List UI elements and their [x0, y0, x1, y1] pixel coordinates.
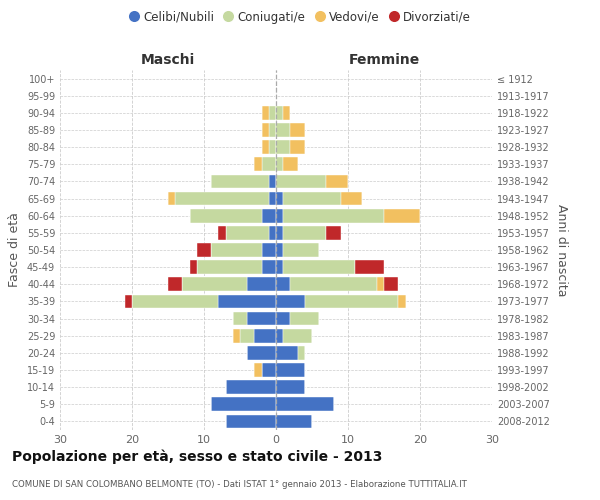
Bar [218, 226, 226, 239]
Bar [283, 106, 290, 120]
Bar [283, 192, 341, 205]
Bar [247, 346, 276, 360]
Bar [276, 243, 283, 257]
Bar [269, 106, 276, 120]
Bar [132, 294, 218, 308]
Bar [262, 363, 276, 377]
Bar [125, 294, 132, 308]
Bar [276, 294, 305, 308]
Legend: Celibi/Nubili, Coniugati/e, Vedovi/e, Divorziati/e: Celibi/Nubili, Coniugati/e, Vedovi/e, Di… [124, 6, 476, 28]
Bar [384, 278, 398, 291]
Bar [190, 209, 262, 222]
Bar [168, 192, 175, 205]
Bar [233, 312, 247, 326]
Bar [168, 278, 182, 291]
Bar [384, 209, 420, 222]
Bar [276, 226, 283, 239]
Bar [233, 329, 240, 342]
Bar [276, 363, 305, 377]
Bar [283, 226, 326, 239]
Bar [305, 294, 398, 308]
Bar [226, 414, 276, 428]
Bar [276, 380, 305, 394]
Bar [290, 278, 377, 291]
Y-axis label: Anni di nascita: Anni di nascita [555, 204, 568, 296]
Text: Femmine: Femmine [349, 54, 419, 68]
Text: Popolazione per età, sesso e stato civile - 2013: Popolazione per età, sesso e stato civil… [12, 450, 382, 464]
Bar [290, 312, 319, 326]
Bar [276, 192, 283, 205]
Bar [341, 192, 362, 205]
Bar [398, 294, 406, 308]
Bar [276, 106, 283, 120]
Bar [269, 192, 276, 205]
Text: COMUNE DI SAN COLOMBANO BELMONTE (TO) - Dati ISTAT 1° gennaio 2013 - Elaborazion: COMUNE DI SAN COLOMBANO BELMONTE (TO) - … [12, 480, 467, 489]
Bar [247, 312, 276, 326]
Bar [175, 192, 269, 205]
Bar [290, 140, 305, 154]
Bar [254, 329, 276, 342]
Bar [276, 414, 312, 428]
Bar [262, 140, 269, 154]
Bar [276, 123, 290, 137]
Bar [290, 123, 305, 137]
Bar [326, 226, 341, 239]
Bar [218, 294, 276, 308]
Bar [276, 278, 290, 291]
Bar [197, 260, 262, 274]
Bar [355, 260, 384, 274]
Text: Maschi: Maschi [141, 54, 195, 68]
Bar [269, 226, 276, 239]
Bar [190, 260, 197, 274]
Bar [262, 243, 276, 257]
Bar [276, 329, 283, 342]
Bar [276, 398, 334, 411]
Bar [262, 123, 269, 137]
Bar [283, 329, 312, 342]
Bar [269, 174, 276, 188]
Bar [197, 243, 211, 257]
Bar [211, 174, 269, 188]
Bar [247, 278, 276, 291]
Y-axis label: Fasce di età: Fasce di età [8, 212, 21, 288]
Bar [298, 346, 305, 360]
Bar [211, 243, 262, 257]
Bar [269, 140, 276, 154]
Bar [262, 260, 276, 274]
Bar [276, 260, 283, 274]
Bar [262, 106, 269, 120]
Bar [377, 278, 384, 291]
Bar [276, 209, 283, 222]
Bar [226, 380, 276, 394]
Bar [276, 158, 283, 171]
Bar [276, 174, 326, 188]
Bar [269, 123, 276, 137]
Bar [182, 278, 247, 291]
Bar [283, 158, 298, 171]
Bar [283, 209, 384, 222]
Bar [226, 226, 269, 239]
Bar [211, 398, 276, 411]
Bar [262, 158, 276, 171]
Bar [254, 158, 262, 171]
Bar [254, 363, 262, 377]
Bar [283, 260, 355, 274]
Bar [326, 174, 348, 188]
Bar [276, 140, 290, 154]
Bar [240, 329, 254, 342]
Bar [262, 209, 276, 222]
Bar [283, 243, 319, 257]
Bar [276, 346, 298, 360]
Bar [276, 312, 290, 326]
